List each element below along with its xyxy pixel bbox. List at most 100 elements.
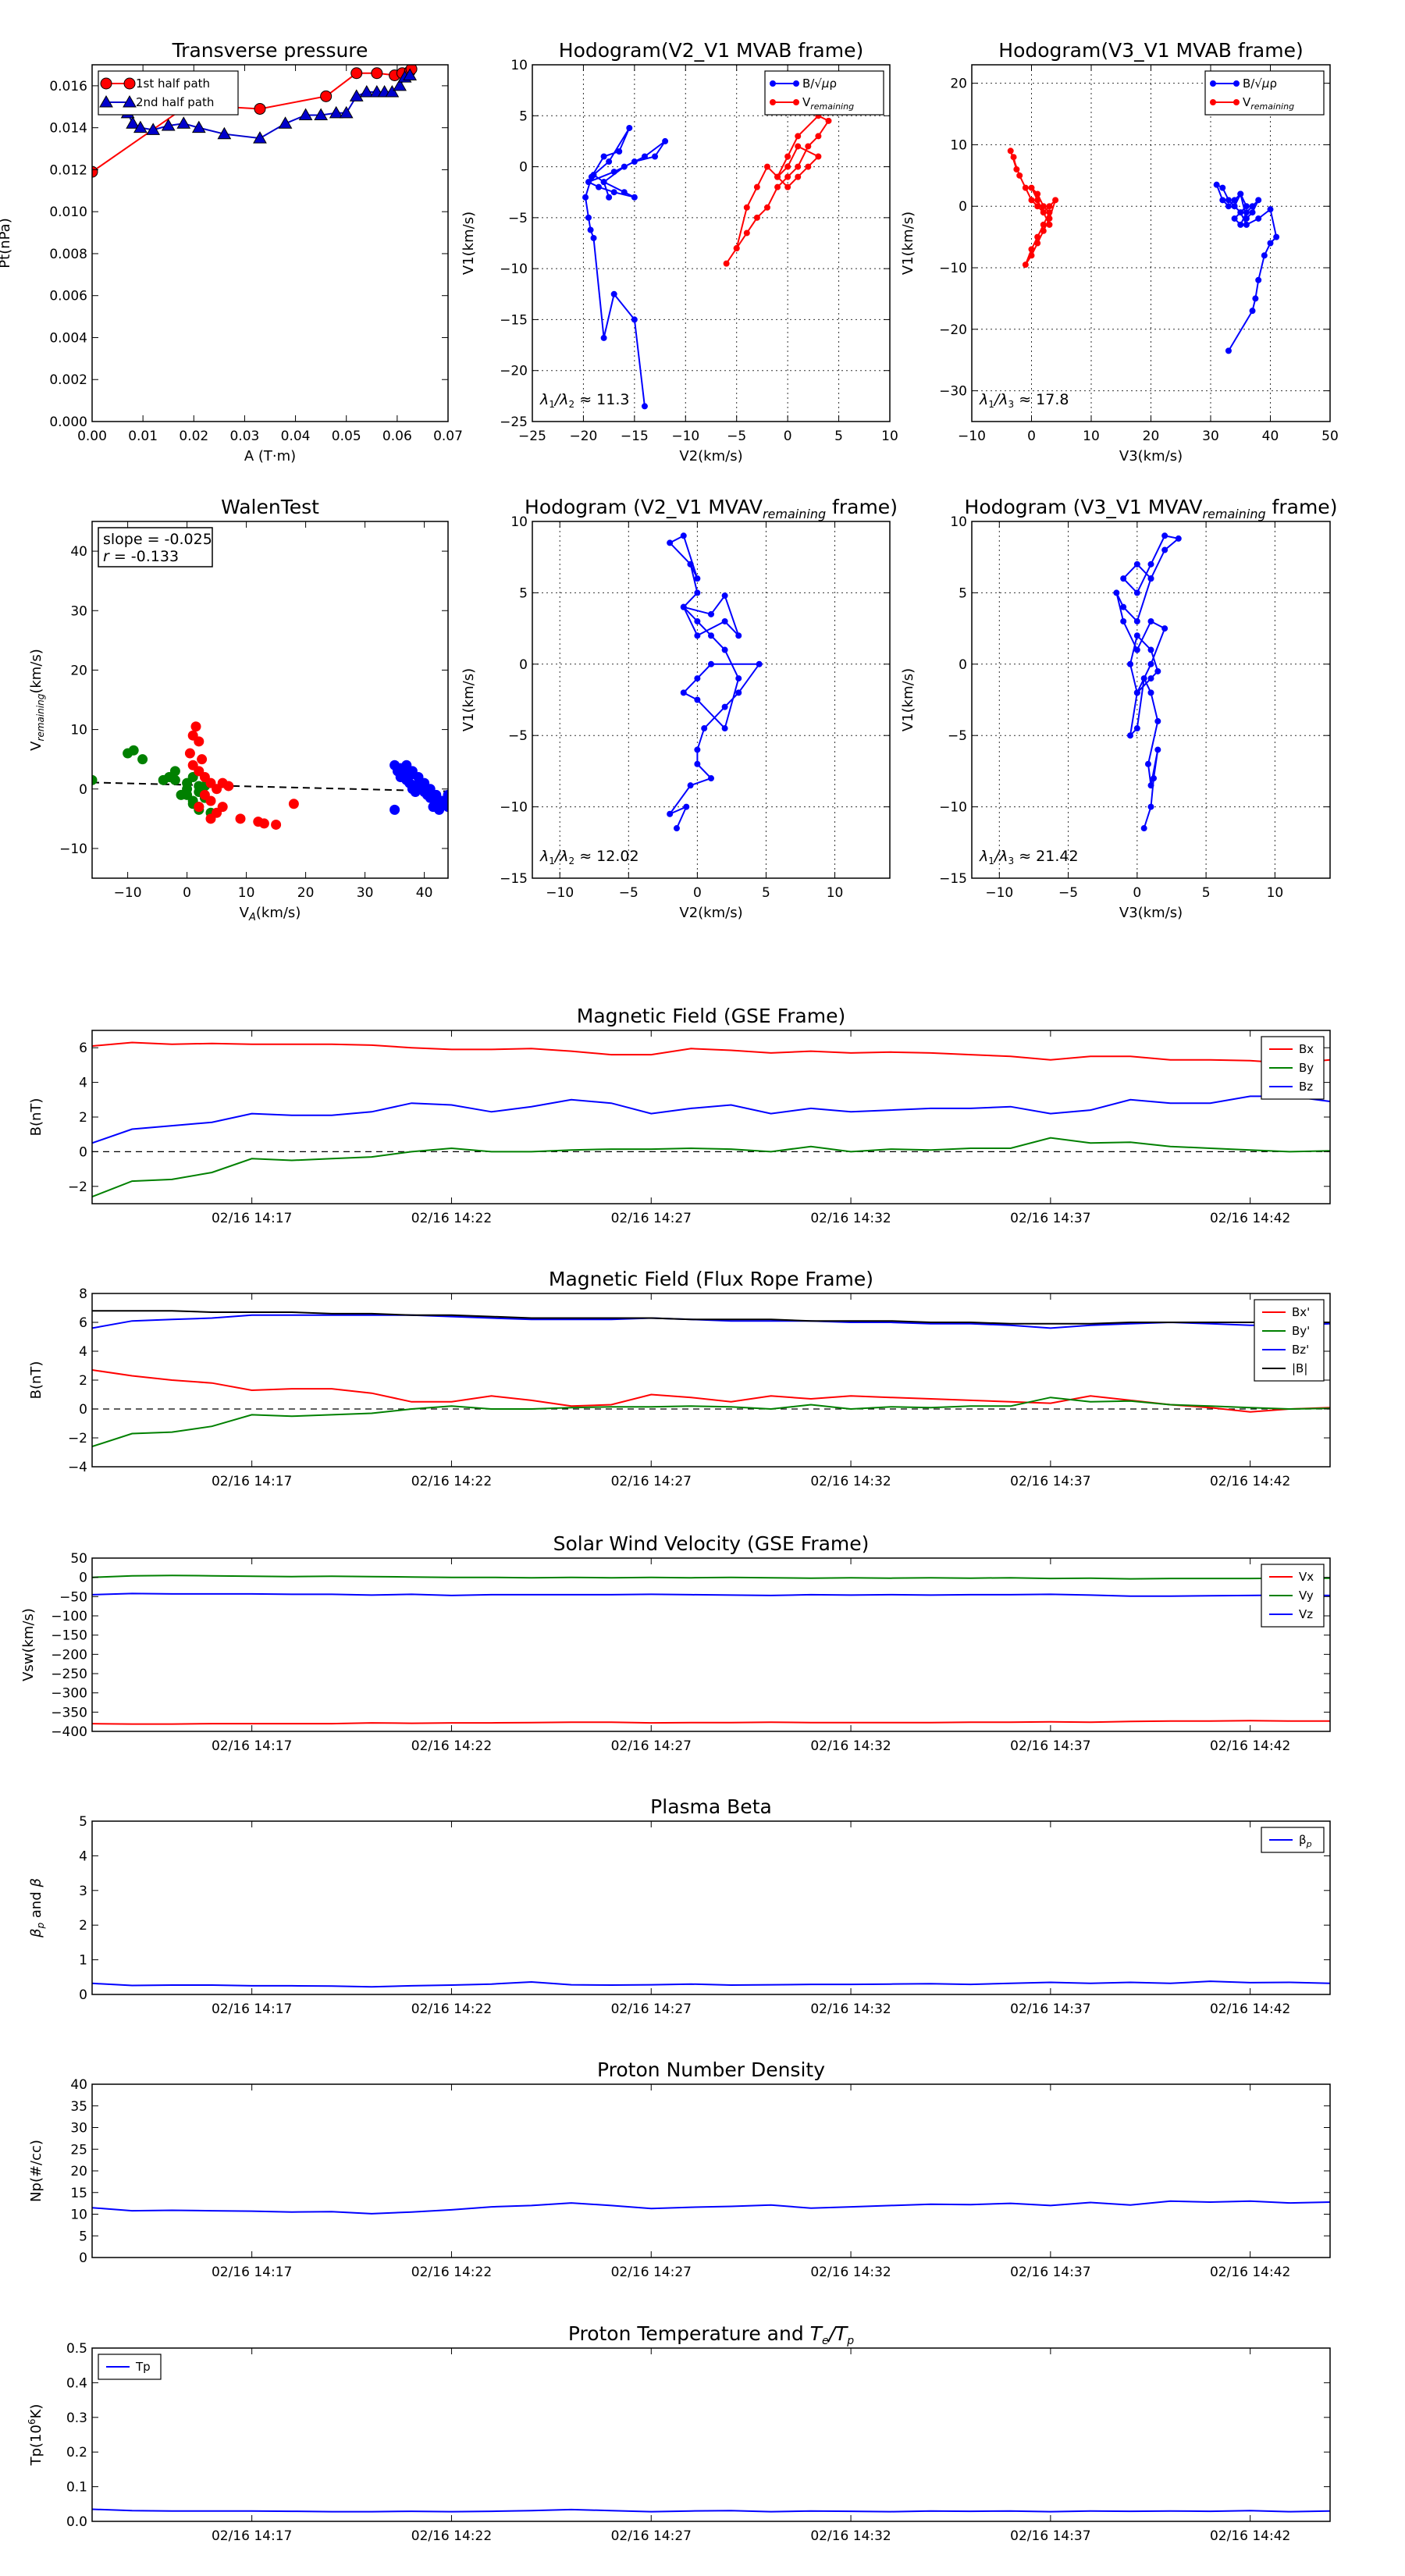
y-tick-label: 0.010 [49, 205, 87, 220]
legend-marker-sample [770, 99, 776, 105]
data-point [197, 754, 208, 765]
x-tick-label: 5 [762, 885, 770, 901]
data-point [815, 153, 822, 160]
data-point [1273, 233, 1280, 240]
plot-area-h1 [582, 112, 832, 410]
legend: B/√μρ Vremaining [764, 70, 884, 116]
series-series-0 [667, 532, 763, 832]
data-point [1113, 589, 1120, 596]
eigenvalue-ratio-annotation: λ1/λ3 ≈ 21.42 [979, 848, 1079, 866]
y-tick-label: 0.2 [66, 2445, 87, 2460]
series-Vremaining [1007, 148, 1059, 269]
y-axis-label: V1(km/s) [900, 212, 916, 275]
data-point [1267, 206, 1274, 213]
data-point [721, 646, 728, 653]
chart-title: Hodogram (V3_V1 MVAVremaining frame) [965, 496, 1338, 521]
data-point [721, 592, 728, 600]
chart-walen: −10 0 10 20 30 40 −10 0 10 20 30 40 WalenTest VA(km/s… [28, 496, 449, 923]
y-tick-label: 10 [950, 137, 967, 153]
data-point [687, 782, 694, 789]
series-By' [92, 1397, 1330, 1448]
x-tick-label: 20 [297, 885, 315, 901]
y-tick-label: −20 [500, 364, 528, 379]
plot-area-h3 [667, 532, 763, 832]
data-point [1237, 221, 1244, 228]
data-point [763, 163, 770, 170]
x-tick-label: 02/16 14:37 [1010, 1738, 1090, 1754]
y-tick-label: −5 [508, 728, 528, 744]
data-point [1243, 209, 1250, 216]
data-point [235, 813, 246, 824]
data-point [422, 789, 432, 800]
axes-frame [91, 2347, 1331, 2522]
series-line [92, 1137, 1330, 1198]
data-point [1249, 203, 1256, 210]
data-point [254, 102, 266, 115]
x-tick-label: 40 [416, 885, 433, 901]
y-tick-label: 0.5 [66, 2341, 87, 2357]
legend-marker-sample [1210, 99, 1216, 105]
y-tick-label: 20 [70, 663, 87, 678]
data-point [610, 189, 617, 196]
data-point [774, 173, 781, 180]
series-line [92, 1369, 1330, 1413]
y-tick-label: −30 [939, 384, 967, 400]
data-point [1147, 689, 1154, 696]
y-tick-label: 20 [950, 76, 967, 92]
data-point [1010, 154, 1017, 161]
data-point [92, 165, 98, 178]
data-point [1133, 689, 1140, 696]
y-tick-label: 5 [79, 1814, 87, 1830]
y-tick-label: −200 [51, 1647, 87, 1663]
data-point [795, 163, 802, 170]
chart-title: Hodogram (V2_V1 MVAVremaining frame) [525, 496, 898, 521]
data-point [258, 818, 269, 829]
axes-frame [91, 521, 449, 879]
data-point [641, 403, 648, 410]
x-tick-label: 0 [183, 885, 191, 901]
y-tick-label: −10 [939, 800, 967, 816]
data-point [1144, 760, 1151, 767]
data-point [1219, 197, 1226, 204]
series-Bx [92, 1041, 1330, 1065]
x-axis-label: VA(km/s) [240, 905, 301, 923]
y-tick-label: 2 [79, 1373, 87, 1389]
data-point [320, 90, 333, 102]
legend-label: By [1299, 1061, 1314, 1075]
data-point [1046, 209, 1053, 216]
x-tick-label: 0.02 [179, 429, 208, 444]
legend-marker-sample [770, 80, 776, 87]
y-tick-label: −10 [500, 800, 528, 816]
x-tick-label: 02/16 14:32 [810, 1474, 891, 1489]
data-point [1147, 782, 1154, 789]
y-tick-label: −2 [68, 1179, 87, 1195]
y-tick-label: 0.000 [49, 415, 87, 430]
data-point [194, 781, 205, 792]
data-point [600, 334, 607, 341]
legend-marker-sample [123, 94, 137, 108]
data-point [1243, 203, 1250, 210]
data-point [1147, 617, 1154, 624]
plot-area-h2 [1007, 148, 1280, 354]
data-point [694, 746, 701, 753]
x-tick-label: 02/16 14:42 [1210, 2528, 1290, 2544]
chart-title: Proton Temperature and Te/Tp [568, 2322, 854, 2347]
series-Tp [92, 2508, 1330, 2513]
data-point [419, 781, 430, 792]
data-point [1127, 732, 1134, 739]
chart-tp: 0.00 0.01 0.02 0.03 0.04 0.05 0.06 0.07 0.000 0.0… [0, 39, 463, 464]
x-axis-label: A (T·m) [244, 448, 296, 464]
x-tick-label: 02/16 14:32 [810, 2528, 891, 2544]
y-axis-label: βp and β [28, 1878, 46, 1938]
legend: B/√μρ Vremaining [1204, 70, 1325, 116]
y-axis-label: Pt(nPa) [0, 218, 13, 268]
x-tick-label: 10 [881, 429, 898, 444]
data-point [735, 632, 742, 639]
y-tick-label: 8 [79, 1286, 87, 1302]
x-tick-label: 02/16 14:32 [810, 2265, 891, 2280]
data-point [128, 745, 139, 756]
data-point [805, 163, 812, 170]
eigenvalue-ratio-annotation: λ1/λ3 ≈ 17.8 [979, 391, 1069, 410]
data-point [1255, 276, 1262, 283]
